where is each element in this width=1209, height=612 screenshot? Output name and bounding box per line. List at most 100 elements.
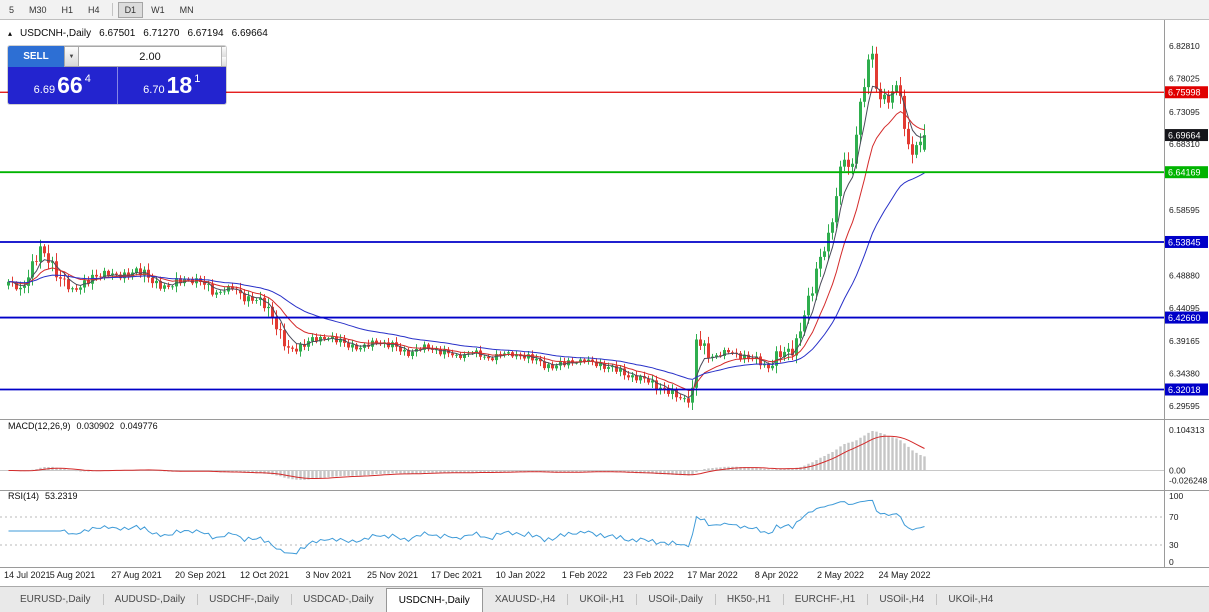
price-badge: [1165, 311, 1208, 324]
symbol-period-label: USDCNH-,Daily: [20, 28, 92, 39]
macd-signal-value: 0.049776: [120, 421, 158, 431]
tf-button-mn[interactable]: MN: [173, 2, 201, 18]
rsi-line: [8, 499, 925, 555]
price-badge: [1165, 86, 1208, 99]
time-axis-label: 23 Feb 2022: [623, 570, 674, 580]
time-axis-label: 3 Nov 2021: [305, 570, 351, 580]
time-axis-label: 10 Jan 2022: [496, 570, 546, 580]
price-badge: [1165, 166, 1208, 179]
tab-ukoil-h1[interactable]: UKOil-,H1: [567, 587, 636, 612]
tab-usoil-daily[interactable]: USOil-,Daily: [636, 587, 714, 612]
symbol-tabbar: EURUSD-,Daily AUDUSD-,Daily USDCHF-,Dail…: [0, 586, 1209, 612]
tab-xauusd-h4[interactable]: XAUUSD-,H4: [494, 594, 556, 605]
price-badge: [1165, 129, 1208, 142]
low-value: 6.67194: [187, 28, 224, 39]
tab-usoil-h4[interactable]: USOil-,H4: [867, 587, 936, 612]
macd-axis-label: -0.026248: [1169, 476, 1208, 486]
tab-usdcnh-daily[interactable]: USDCNH-,Daily: [385, 588, 483, 612]
price-badge-label: 6.42660: [1168, 313, 1201, 323]
price-axis-label: 6.44095: [1169, 303, 1200, 313]
tf-button-d1[interactable]: D1: [117, 1, 144, 18]
time-axis-label: 17 Dec 2021: [431, 570, 482, 580]
spin-up-icon[interactable]: ▲: [222, 47, 226, 57]
tf-button-h1[interactable]: H1: [55, 2, 81, 18]
rsi-axis-label: 100: [1169, 491, 1183, 501]
macd-indicator-label: MACD(12,26,9) 0.030902 0.049776: [8, 421, 158, 431]
buy-price-point: 1: [194, 73, 201, 85]
macd-axis-label: 0.00: [1169, 465, 1186, 475]
tf-button-h4[interactable]: H4: [81, 2, 107, 18]
time-axis-label: 20 Sep 2021: [175, 570, 226, 580]
lot-dropdown-icon[interactable]: ▼: [64, 46, 79, 67]
time-axis-label: 14 Jul 2021: [4, 570, 51, 580]
price-axis-label: 6.78025: [1169, 74, 1200, 84]
macd-name: MACD(12,26,9): [8, 421, 71, 431]
rsi-axis-label: 30: [1169, 540, 1179, 550]
macd-axis-label: 0.104313: [1169, 425, 1205, 435]
rsi-value: 53.2319: [45, 491, 78, 501]
buy-price-pips: 18: [166, 72, 193, 98]
lot-size-input[interactable]: [79, 47, 221, 66]
tab-eurchf-h1[interactable]: EURCHF-,H1: [782, 587, 868, 612]
chart-ohlc-header: ▴ USDCNH-,Daily 6.67501 6.71270 6.67194 …: [8, 28, 268, 39]
price-axis-label: 6.58595: [1169, 205, 1200, 215]
tf-button-m30[interactable]: M30: [22, 2, 54, 18]
sell-price[interactable]: 6.69 66 4: [8, 67, 118, 104]
tab-ukoil-h4[interactable]: UKOil-,H4: [936, 587, 1005, 612]
time-axis-label: 8 Apr 2022: [755, 570, 799, 580]
up-candle-bodies: [7, 53, 926, 403]
ma-line-13: [8, 111, 925, 392]
price-axis-label: 6.34380: [1169, 369, 1200, 379]
price-badge-label: 6.64169: [1168, 168, 1201, 178]
tf-button-w1[interactable]: W1: [144, 2, 172, 18]
time-axis-label: 12 Oct 2021: [240, 570, 289, 580]
price-badge-label: 6.75998: [1168, 88, 1201, 98]
price-axis-label: 6.73095: [1169, 107, 1200, 117]
price-badge-label: 6.69664: [1168, 131, 1201, 141]
chart-region: 6.828106.780256.730956.683106.639256.585…: [0, 20, 1209, 586]
tab-usdcad-daily[interactable]: USDCAD-,Daily: [291, 587, 386, 612]
buy-price-head: 6.70: [143, 84, 165, 96]
one-click-trading-panel: SELL ▼ ▲ ▼ BUY 6.69 66 4 6.7: [8, 46, 226, 104]
timeframe-toolbar: 5 M30 H1 H4 D1 W1 MN: [0, 0, 1209, 20]
price-axis-label: 6.48880: [1169, 271, 1200, 281]
collapse-icon[interactable]: ▴: [8, 29, 13, 38]
open-value: 6.67501: [99, 28, 136, 39]
close-value: 6.69664: [231, 28, 268, 39]
toolbar-separator: [111, 3, 113, 16]
rsi-axis-label: 0: [1169, 557, 1174, 567]
price-badge-label: 6.32018: [1168, 385, 1201, 395]
trade-prices-row: 6.69 66 4 6.70 18 1: [8, 67, 226, 104]
time-axis-label: 5 Aug 2021: [50, 570, 96, 580]
price-axis-label: 6.39165: [1169, 336, 1200, 346]
time-axis-label: 24 May 2022: [878, 570, 930, 580]
high-value: 6.71270: [143, 28, 180, 39]
time-axis-label: 27 Aug 2021: [111, 570, 162, 580]
down-candle-bodies: [11, 53, 914, 403]
sell-price-pips: 66: [57, 72, 83, 98]
lot-spinner: ▲ ▼: [221, 47, 226, 66]
rsi-name: RSI(14): [8, 491, 40, 501]
tf-button-m5[interactable]: 5: [2, 2, 21, 18]
sell-button[interactable]: SELL: [8, 46, 64, 67]
sell-price-point: 4: [84, 73, 91, 85]
ma-line-34: [8, 172, 925, 380]
spin-down-icon[interactable]: ▼: [222, 56, 226, 66]
time-axis-label: 17 Mar 2022: [687, 570, 738, 580]
price-badge: [1165, 383, 1208, 396]
tab-usdchf-daily[interactable]: USDCHF-,Daily: [197, 587, 291, 612]
price-axis-label: 6.29595: [1169, 401, 1200, 411]
trade-controls-row: SELL ▼ ▲ ▼ BUY: [8, 46, 226, 67]
tab-eurusd-daily[interactable]: EURUSD-,Daily: [20, 594, 91, 605]
macd-signal-line: [8, 435, 925, 479]
buy-price[interactable]: 6.70 18 1: [118, 67, 227, 104]
tab-audusd-daily[interactable]: AUDUSD-,Daily: [102, 587, 198, 612]
sell-price-head: 6.69: [33, 84, 56, 96]
time-axis-label: 1 Feb 2022: [562, 570, 608, 580]
rsi-indicator-label: RSI(14) 53.2319: [8, 491, 78, 501]
time-axis-label: 25 Nov 2021: [367, 570, 418, 580]
tab-hk50-h1[interactable]: HK50-,H1: [714, 587, 783, 612]
time-axis-label: 2 May 2022: [817, 570, 864, 580]
chart-canvas[interactable]: 6.828106.780256.730956.683106.639256.585…: [0, 20, 1209, 586]
